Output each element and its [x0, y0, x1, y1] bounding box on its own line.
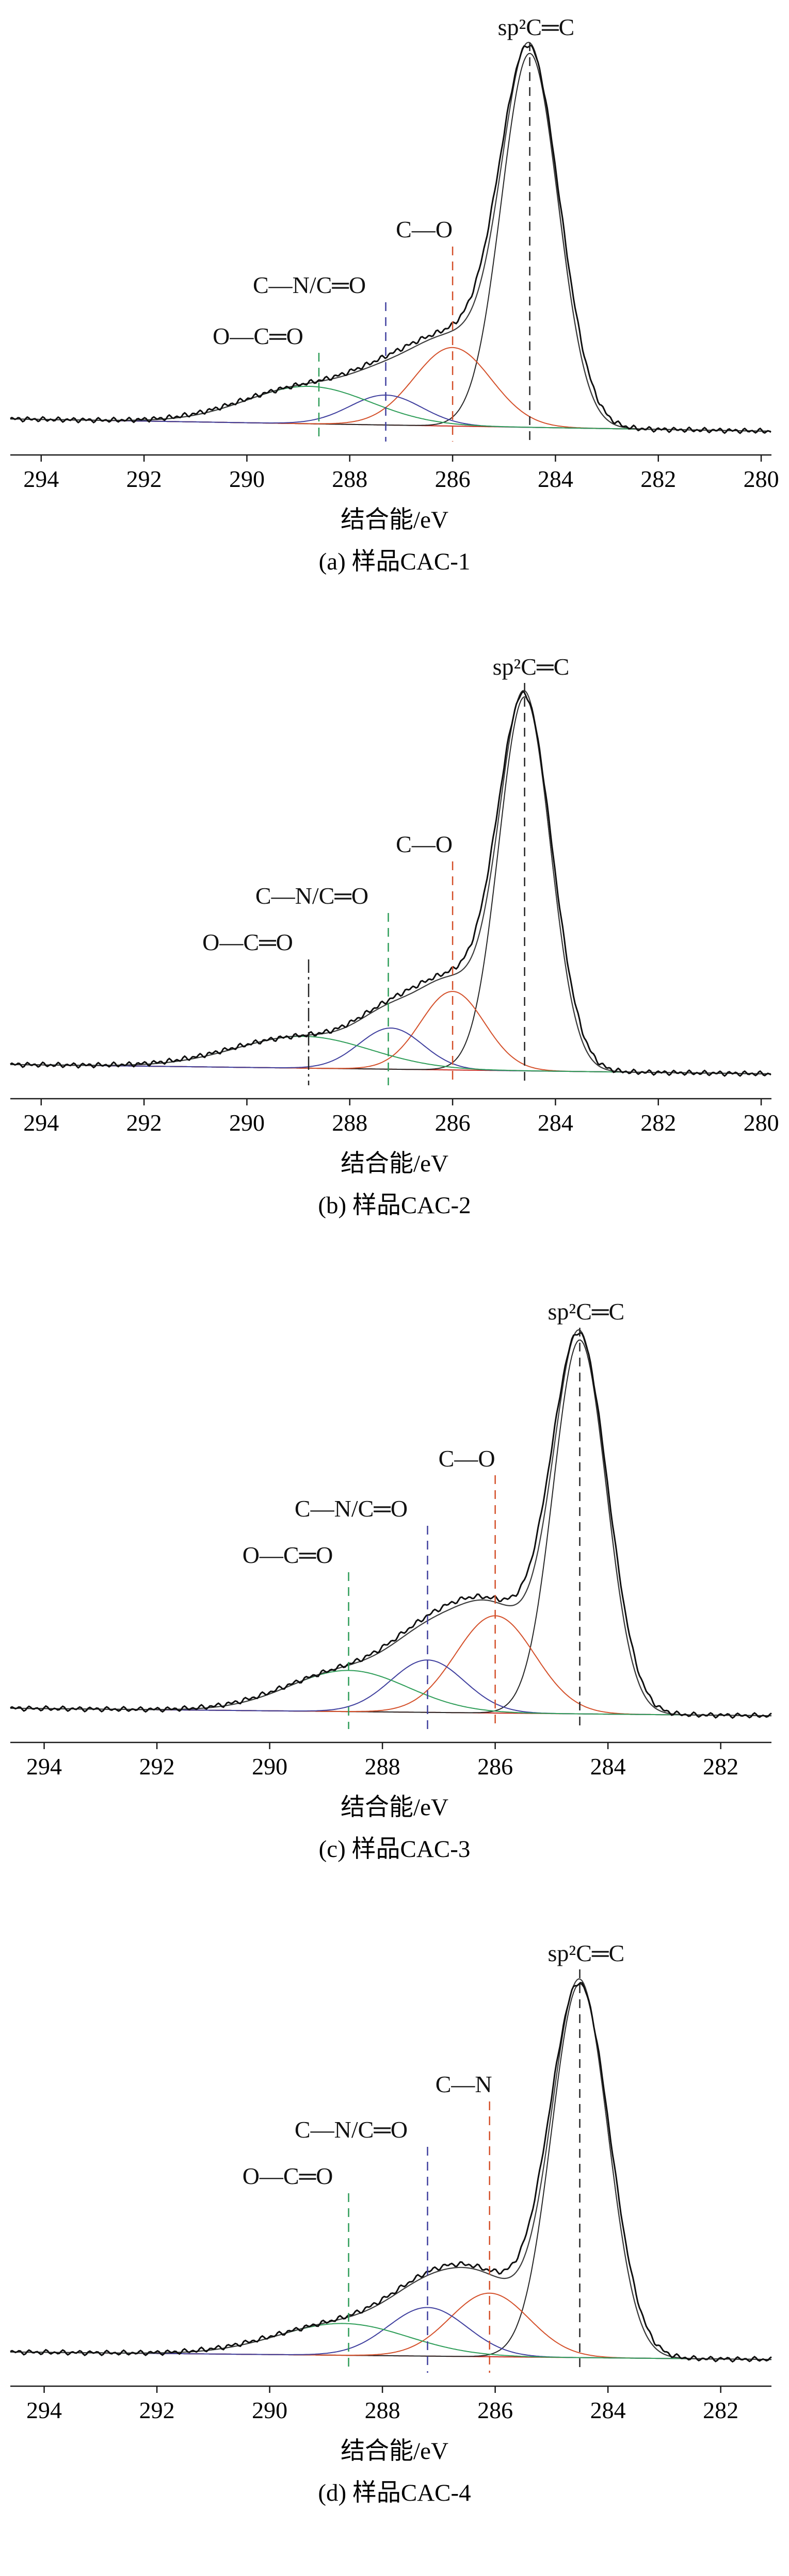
- x-tick-label: 284: [590, 1753, 626, 1780]
- x-tick-label: 284: [538, 466, 573, 492]
- xps-plot-cac4: 294 292 290 288 286 284 282 sp²C═C C—N C—N/C═O O—C…: [10, 1940, 772, 2423]
- x-tick-label: 294: [23, 1110, 59, 1136]
- curve-component-C-N/C=O: [10, 394, 771, 432]
- annotation-label: C—N/C═O: [295, 1495, 408, 1522]
- annotation-label: sp²C═C: [493, 654, 570, 680]
- x-tick-label: 280: [744, 466, 779, 492]
- x-tick-label: 282: [703, 2397, 738, 2423]
- x-tick-label: 294: [26, 1753, 62, 1780]
- curve-component-O-C=O: [10, 2323, 771, 2360]
- x-axis-label: 结合能/eV: [341, 1794, 448, 1821]
- curve-fit-envelope: [10, 1329, 771, 1717]
- x-tick-label: 288: [365, 2397, 400, 2423]
- curve-component-C-O: [10, 991, 771, 1074]
- xps-plot-cac1: 294 292 290 288 286 284 282 280 sp²C═C C—O C—N/C═O…: [10, 14, 779, 492]
- x-tick-label: 290: [252, 1753, 287, 1780]
- x-axis-label: 结合能/eV: [341, 2438, 448, 2465]
- curve-measured-data: [10, 691, 771, 1077]
- curve-component-sp2-C=C: [10, 696, 771, 1074]
- x-tick-label: 292: [126, 466, 162, 492]
- curve-component-C-O: [10, 347, 771, 432]
- x-tick-label: 292: [126, 1110, 162, 1136]
- panel-caption-c: (c) 样品CAC-3: [318, 1836, 471, 1863]
- x-tick-label: 286: [435, 466, 471, 492]
- x-tick-label: 290: [229, 466, 265, 492]
- xps-plot-cac2: 294 292 290 288 286 284 282 280 sp²C═C C—O C—N/C═O…: [10, 654, 779, 1136]
- x-tick-label: 288: [332, 466, 367, 492]
- chart-panel-b: 294 292 290 288 286 284 282 280 sp²C═C C—O C—N/C═O…: [0, 644, 789, 1287]
- x-tick-label: 292: [139, 2397, 175, 2423]
- panel-caption-d: (d) 样品CAC-4: [318, 2480, 471, 2506]
- curve-fit-envelope: [10, 41, 771, 432]
- curve-measured-data: [10, 44, 771, 434]
- x-tick-label: 286: [477, 1753, 513, 1780]
- curve-fit-envelope: [10, 1978, 771, 2360]
- annotation-label: C—O: [439, 1445, 495, 1472]
- curve-component-O-C=O: [10, 1036, 771, 1074]
- xps-plot-cac3: 294 292 290 288 286 284 282 sp²C═C C—O C—N/C═O O—C…: [10, 1298, 772, 1780]
- x-tick-label: 286: [435, 1110, 471, 1136]
- x-tick-label: 288: [332, 1110, 367, 1136]
- x-tick-label: 294: [26, 2397, 62, 2423]
- curve-measured-data: [10, 1331, 772, 1719]
- curve-component-sp2-C=C: [10, 53, 771, 432]
- annotation-label: C—N/C═O: [253, 272, 366, 298]
- annotation-label: O—C═O: [243, 1542, 333, 1568]
- x-axis-label: 结合能/eV: [341, 507, 448, 533]
- x-tick-label: 290: [229, 1110, 265, 1136]
- x-tick-label: 292: [139, 1753, 175, 1780]
- x-tick-label: 294: [23, 466, 59, 492]
- annotation-label: C—O: [396, 831, 453, 857]
- x-tick-label: 286: [477, 2397, 513, 2423]
- curve-component-sp2-C=C: [10, 1339, 771, 1717]
- panel-caption-b: (b) 样品CAC-2: [318, 1192, 471, 1219]
- annotation-label: C—O: [396, 216, 453, 242]
- x-tick-label: 284: [538, 1110, 573, 1136]
- panel-caption-a: (a) 样品CAC-1: [318, 548, 471, 575]
- annotation-label: C—N/C═O: [255, 883, 368, 909]
- x-tick-label: 282: [640, 1110, 676, 1136]
- curve-fit-envelope: [10, 690, 771, 1074]
- x-tick-label: 282: [703, 1753, 738, 1780]
- chart-panel-c: 294 292 290 288 286 284 282 sp²C═C C—O C—N/C═O O—C…: [0, 1287, 789, 1931]
- x-tick-label: 280: [744, 1110, 779, 1136]
- curve-component-O-C=O: [10, 386, 771, 432]
- curve-component-C-N/C=O: [10, 1028, 771, 1074]
- x-tick-label: 288: [365, 1753, 400, 1780]
- chart-panel-d: 294 292 290 288 286 284 282 sp²C═C C—N C—N/C═O O—C…: [0, 1931, 789, 2575]
- annotation-label: C—N: [436, 2071, 492, 2097]
- annotation-label: O—C═O: [213, 323, 303, 349]
- x-tick-label: 284: [590, 2397, 626, 2423]
- annotation-label: sp²C═C: [498, 14, 575, 40]
- annotation-label: O—C═O: [202, 929, 293, 955]
- annotation-label: sp²C═C: [548, 1940, 625, 1966]
- x-tick-label: 282: [640, 466, 676, 492]
- curve-component-sp2-C=C: [10, 1983, 771, 2360]
- chart-panel-a: 294 292 290 288 286 284 282 280 sp²C═C C—O C—N/C═O…: [0, 0, 789, 644]
- x-axis-label: 结合能/eV: [341, 1150, 448, 1177]
- annotation-label: O—C═O: [243, 2163, 333, 2189]
- x-tick-label: 290: [252, 2397, 287, 2423]
- annotation-label: sp²C═C: [548, 1298, 625, 1325]
- curve-component-C-O: [10, 1615, 771, 1717]
- annotation-label: C—N/C═O: [295, 2116, 408, 2143]
- curve-measured-data: [10, 1982, 772, 2363]
